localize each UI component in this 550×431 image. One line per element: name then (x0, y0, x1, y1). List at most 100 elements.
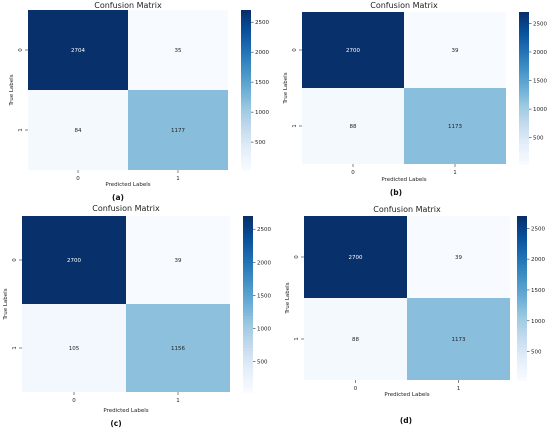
colorbar: 500 1000 1500 2000 2500 (517, 216, 545, 381)
colorbar-slice (241, 79, 251, 83)
heatmap-cell (128, 10, 228, 90)
cell-value-label: 39 (452, 48, 459, 54)
colorbar-slice (241, 111, 251, 115)
colorbar-slice (517, 254, 527, 258)
colorbar-tick-label: 1000 (531, 319, 545, 325)
colorbar-slice (241, 132, 251, 136)
colorbar-slice (517, 377, 527, 381)
colorbar-slice (243, 242, 253, 246)
colorbar-slice (241, 76, 251, 80)
colorbar-slice (519, 136, 529, 140)
colorbar-slice (243, 280, 253, 285)
colorbar-slice (243, 371, 253, 375)
cell-value-label: 2700 (349, 255, 363, 261)
colorbar-slice (517, 298, 527, 302)
colorbar-slice (519, 80, 529, 84)
cell-value-label: 2700 (346, 48, 360, 54)
heatmap-cell (407, 298, 510, 380)
colorbar-tick-label: 1500 (533, 79, 547, 85)
colorbar-slice (519, 44, 529, 49)
heatmap-cell (404, 12, 506, 88)
x-tick-label: 0 (354, 386, 358, 392)
colorbar-slice (517, 360, 527, 365)
colorbar-slice (517, 257, 527, 261)
colorbar-slice (243, 251, 253, 255)
colorbar-slice (519, 60, 529, 64)
colorbar-slice (517, 314, 527, 318)
colorbar-slice (243, 368, 253, 373)
colorbar-slice (241, 167, 251, 171)
colorbar-slice (243, 257, 253, 261)
confusion-matrix-panel-a: Confusion Matrix 2704 35 84 1177 0 1 0 1 Predicte… (9, 1, 269, 202)
colorbar-slice (241, 55, 251, 59)
colorbar-slice (519, 90, 529, 94)
colorbar-slice (243, 386, 253, 390)
colorbar-slice (519, 14, 529, 18)
x-tick-label: 1 (176, 176, 180, 182)
colorbar-slice (241, 162, 251, 166)
colorbar-slice (241, 135, 251, 139)
colorbar-slice (517, 221, 527, 225)
colorbar-slice (519, 19, 529, 23)
colorbar-slice (517, 328, 527, 332)
colorbar-slice (519, 42, 529, 46)
colorbar-slice (517, 240, 527, 244)
colorbar-slice (519, 82, 529, 87)
colorbar-slice (241, 103, 251, 107)
colorbar-slice (243, 353, 253, 358)
colorbar-slice (243, 268, 253, 273)
colorbar-slice (519, 50, 529, 54)
colorbar-slice (519, 100, 529, 104)
colorbar-slice (241, 58, 251, 62)
colorbar-slice (241, 146, 251, 150)
colorbar-slice (241, 124, 251, 128)
colorbar-slice (241, 151, 251, 155)
colorbar-slice (517, 371, 527, 376)
colorbar-slice (519, 70, 529, 74)
colorbar-slice (517, 325, 527, 329)
colorbar-slice (241, 95, 251, 99)
heatmap-cell (126, 304, 230, 392)
colorbar-slice (241, 66, 251, 70)
colorbar-slice (243, 380, 253, 384)
y-tick-label: 0 (12, 258, 18, 262)
colorbar-tick-label: 1500 (255, 80, 269, 86)
y-tick-label: 0 (292, 48, 298, 52)
colorbar-slice (243, 292, 253, 296)
colorbar-slice (241, 18, 251, 22)
colorbar-slice (243, 389, 253, 393)
colorbar-slice (517, 224, 527, 228)
colorbar-slice (519, 98, 529, 102)
colorbar-slice (243, 271, 253, 276)
cell-value-label: 1173 (448, 124, 462, 130)
colorbar-slice (519, 146, 529, 150)
heatmap-cell (22, 216, 126, 304)
colorbar-slice (519, 141, 529, 145)
colorbar-tick-label: 1000 (255, 110, 269, 116)
colorbar-slice (517, 355, 527, 359)
colorbar-slice (519, 22, 529, 26)
colorbar-slice (241, 108, 251, 112)
colorbar-slice (243, 216, 253, 220)
heatmap-cell (304, 216, 407, 298)
colorbar-slice (243, 333, 253, 337)
colorbar-slice (517, 311, 527, 315)
colorbar-slice (519, 151, 529, 155)
cell-value-label: 39 (455, 255, 462, 261)
colorbar-slice (517, 289, 527, 294)
colorbar-slice (243, 277, 253, 282)
colorbar-tick-label: 2000 (257, 260, 271, 266)
colorbar-slice (243, 230, 253, 235)
y-axis-label: True Labels (9, 74, 15, 106)
y-tick-label: 1 (294, 337, 300, 341)
colorbar-tick-label: 1000 (257, 326, 271, 332)
colorbar-slice (517, 319, 527, 324)
colorbar-slice (517, 265, 527, 269)
colorbar-slice (241, 148, 251, 152)
colorbar-slice (241, 26, 251, 30)
colorbar-slice (519, 93, 529, 97)
colorbar-slice (241, 143, 251, 147)
colorbar-slice (519, 65, 529, 69)
colorbar-slice (519, 29, 529, 33)
colorbar-slice (241, 138, 251, 142)
